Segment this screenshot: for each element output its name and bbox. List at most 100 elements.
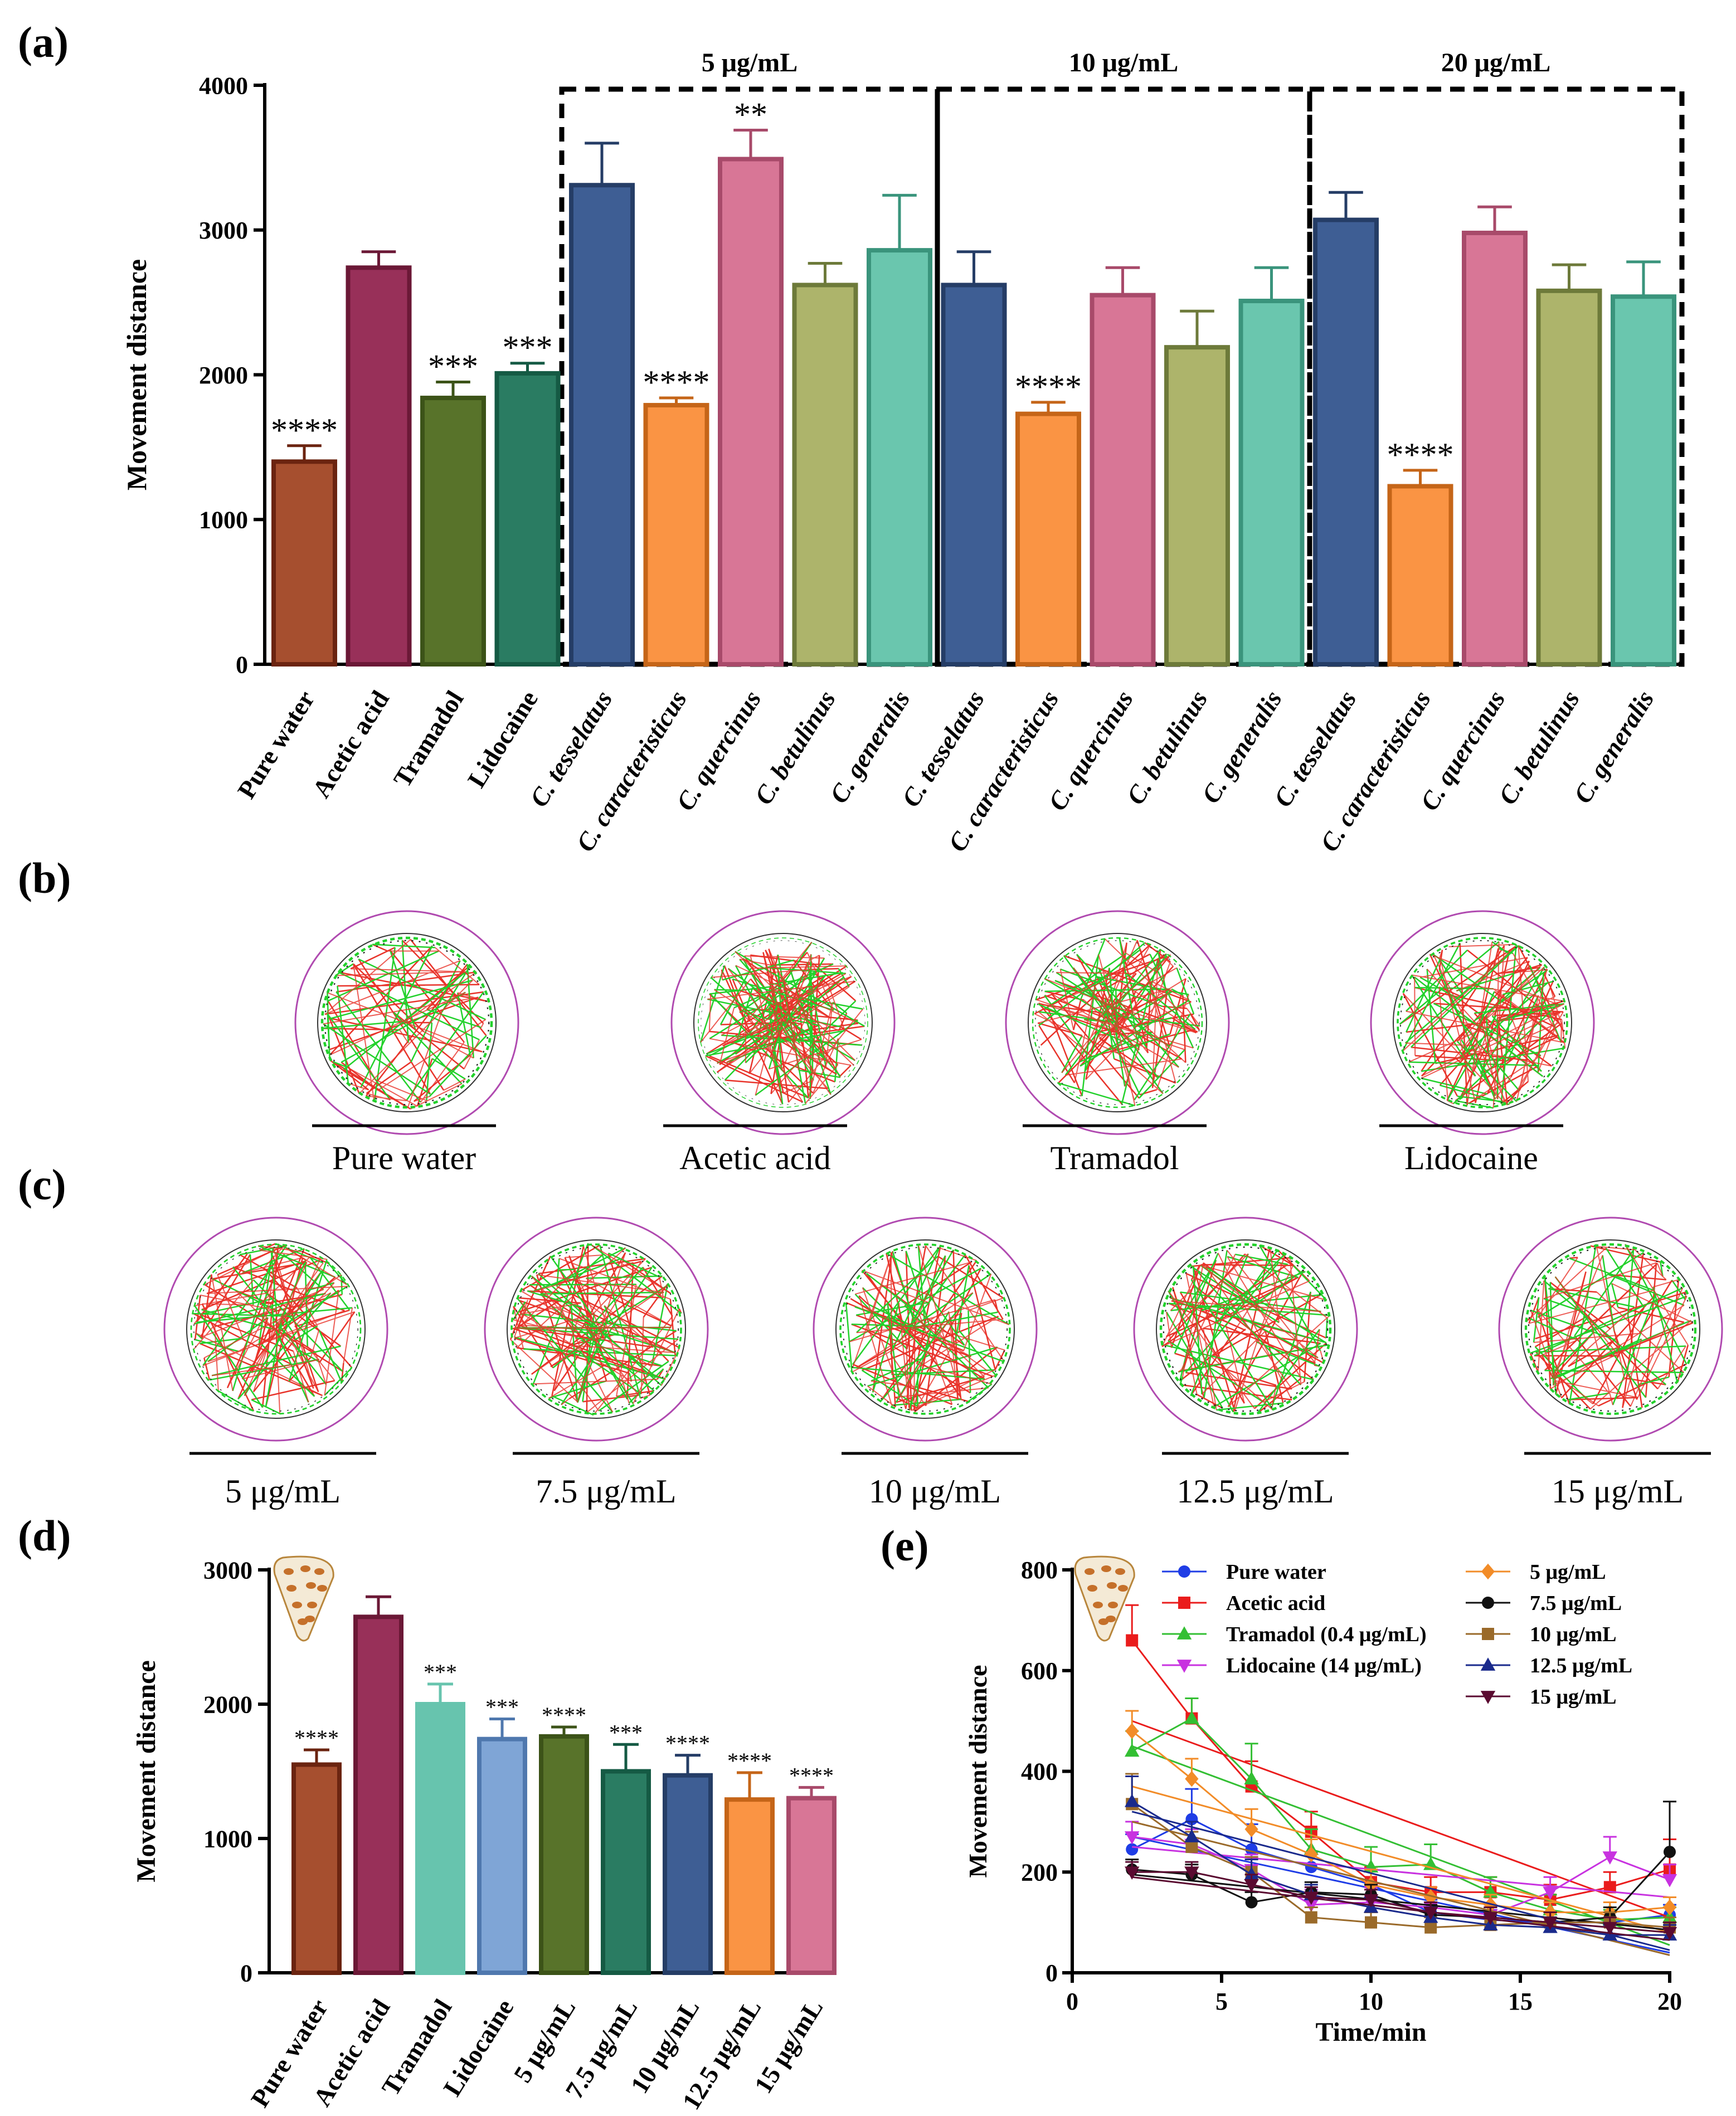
chart-e: 0 200 400 600 800 0 5 10 15 20 Time/min Movement di… xyxy=(964,1555,1682,2047)
bar-c-generalis xyxy=(867,248,932,667)
significance-mark: *** xyxy=(424,1660,457,1685)
data-point xyxy=(1662,1909,1677,1923)
group-label: 10 μg/mL xyxy=(1069,48,1179,77)
arena-inner-circle xyxy=(835,1239,1015,1419)
track-path-red-2 xyxy=(323,939,488,1110)
trend-line xyxy=(1131,1821,1670,1956)
data-point xyxy=(1125,1793,1140,1807)
legend-label: Lidocaine (14 μg/mL) xyxy=(1226,1654,1422,1677)
track-ring-green xyxy=(1032,937,1203,1108)
data-point xyxy=(1178,1565,1190,1578)
data-point xyxy=(1662,1899,1677,1915)
series-pure-water xyxy=(1125,1788,1676,1954)
data-point xyxy=(1424,1889,1438,1905)
data-point xyxy=(1125,1866,1140,1880)
panel-b-tracks: Pure water Acetic acid Tramadol Lidocaine xyxy=(294,910,1595,1176)
series-line xyxy=(1131,1640,1670,1901)
shell-spot xyxy=(1106,1616,1116,1622)
y-tick-label: 0 xyxy=(240,1959,252,1987)
track-ring-dark xyxy=(1528,1246,1694,1412)
x-axis-label: Time/min xyxy=(1315,2017,1426,2047)
y-tick-label: 1000 xyxy=(199,507,248,534)
y-tick-label: 2000 xyxy=(199,362,248,389)
shell-spot xyxy=(286,1585,296,1592)
bar-c-quercinus xyxy=(1090,293,1156,667)
bar-c-generalis xyxy=(1238,299,1305,667)
track-plot xyxy=(1133,1217,1358,1442)
bar-c-caracteristicus xyxy=(643,403,709,667)
track-ring-dark xyxy=(1035,940,1200,1105)
bar-c-quercinus xyxy=(1462,230,1528,667)
shell-spot xyxy=(305,1616,315,1622)
series-10-g-ml xyxy=(1125,1773,1676,1956)
data-point xyxy=(1543,1916,1558,1930)
track-ring-dark xyxy=(701,940,865,1105)
shell-spot xyxy=(284,1568,294,1575)
arena-inner-circle xyxy=(1393,933,1572,1112)
track-ring-green xyxy=(1159,1243,1332,1415)
track-path-red-2 xyxy=(849,1244,1009,1412)
category-label: Tramadol xyxy=(388,685,469,792)
panel-label-a: (a) xyxy=(18,18,69,66)
group-label: 5 μg/mL xyxy=(702,48,798,77)
bar-10-g-ml xyxy=(663,1773,713,1975)
data-point xyxy=(1125,1831,1140,1845)
y-tick-label: 600 xyxy=(1021,1657,1058,1685)
legend-label: 15 μg/mL xyxy=(1530,1685,1617,1709)
data-point xyxy=(1125,1723,1139,1739)
bar-15-g-ml xyxy=(786,1796,837,1975)
shell-spot xyxy=(1101,1565,1111,1572)
series-line xyxy=(1131,1803,1670,1929)
series-line xyxy=(1131,1801,1670,1936)
significance-mark: **** xyxy=(665,1731,710,1756)
bar-tramadol xyxy=(420,396,486,667)
x-tick-label: 5 xyxy=(1215,1988,1228,2015)
series-line xyxy=(1131,1717,1670,1921)
series-acetic-acid xyxy=(1125,1604,1676,1918)
data-point xyxy=(1244,1821,1258,1837)
y-tick-label: 3000 xyxy=(199,217,248,244)
shell-spot xyxy=(317,1585,327,1592)
data-point xyxy=(1244,1879,1259,1893)
bar-c-betulinus xyxy=(1164,345,1230,667)
significance-mark: **** xyxy=(643,364,710,401)
bar-c-betulinus xyxy=(792,283,858,667)
track-plot xyxy=(163,1217,388,1442)
data-point xyxy=(1602,1851,1617,1865)
bar-c-tesselatus xyxy=(941,283,1007,667)
shell-spot xyxy=(1115,1568,1125,1575)
legend: Pure water Acetic acid Tramadol (0.4 μg/mL… xyxy=(1162,1560,1632,1709)
bar-12-5-g-ml xyxy=(724,1797,775,1976)
trend-line xyxy=(1132,1846,1670,1898)
group-box xyxy=(559,86,940,667)
significance-mark: **** xyxy=(542,1702,586,1728)
bar-5-g-ml xyxy=(539,1734,589,1976)
legend-label: Pure water xyxy=(1226,1560,1326,1584)
shell-spot xyxy=(314,1568,324,1575)
track-ring-green xyxy=(320,936,493,1109)
data-point xyxy=(1482,1597,1494,1609)
track-plot xyxy=(484,1217,709,1442)
significance-mark: **** xyxy=(1015,368,1082,405)
track-ring-dark xyxy=(513,1246,679,1412)
track-ring-green xyxy=(1524,1243,1697,1415)
track-ring-green xyxy=(190,1243,362,1415)
track-ring-green xyxy=(1397,937,1568,1108)
significance-mark: *** xyxy=(503,329,553,366)
legend-label: 7.5 μg/mL xyxy=(1530,1592,1622,1615)
shell-spot xyxy=(307,1602,317,1608)
arena-inner-circle xyxy=(1028,933,1207,1112)
chart-a: 5 μg/mL 10 μg/mL 20 μg/mL 0 1000 2000 3000 4000… xyxy=(121,48,1685,857)
y-tick-label: 200 xyxy=(1021,1859,1058,1886)
series-15-g-ml xyxy=(1125,1861,1677,1941)
shell-spot xyxy=(300,1565,310,1572)
arena-inner-circle xyxy=(1521,1239,1700,1419)
legend-label: 5 μg/mL xyxy=(1530,1560,1606,1584)
data-point xyxy=(1125,1743,1140,1757)
legend-label: Tramadol (0.4 μg/mL) xyxy=(1226,1623,1427,1646)
track-ring-dark xyxy=(842,1246,1008,1412)
trend-line xyxy=(1131,1811,1670,1951)
track-label: 5 μg/mL xyxy=(225,1473,341,1510)
